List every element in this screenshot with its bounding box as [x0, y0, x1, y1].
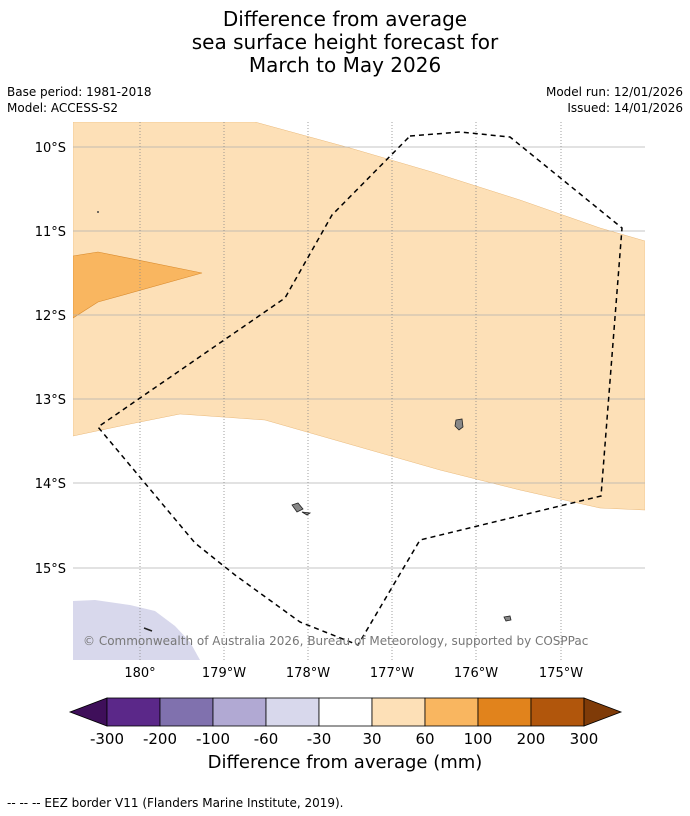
eez-legend-note: -- -- -- EEZ border V11 (Flanders Marine… — [7, 796, 344, 810]
meta-right: Model run: 12/01/2026 Issued: 14/01/2026 — [546, 84, 683, 116]
island-south — [143, 627, 153, 632]
colorbar-tick-label: -300 — [90, 730, 124, 748]
colorbar-segment — [424, 697, 479, 727]
attribution: © Commonwealth of Australia 2026, Bureau… — [83, 634, 588, 648]
model-name: Model: ACCESS-S2 — [7, 101, 119, 115]
lat-label: 10°S — [35, 141, 66, 156]
lon-label: 176°W — [454, 666, 498, 681]
lon-label: 177°W — [370, 666, 414, 681]
island-nukufetau-2 — [301, 511, 312, 516]
lat-label: 14°S — [35, 477, 66, 492]
map-area — [73, 122, 645, 660]
colorbar-segment — [530, 697, 585, 727]
lon-axis-labels: 180° 179°W 178°W 177°W 176°W 175°W — [124, 666, 583, 681]
base-period: Base period: 1981-2018 — [7, 85, 152, 99]
colorbar-tick-label: 60 — [415, 730, 434, 748]
chart-title: Difference from average sea surface heig… — [0, 8, 690, 77]
lat-label: 15°S — [35, 562, 66, 577]
colorbar: -300 -200 -100 -60 -30 30 60 100 200 300 — [68, 697, 623, 748]
colorbar-segment — [265, 697, 320, 727]
colorbar-extend-low — [68, 697, 108, 727]
lon-label: 179°W — [202, 666, 246, 681]
title-line-1: Difference from average — [222, 7, 468, 31]
lat-label: 11°S — [35, 225, 66, 240]
colorbar-tick-label: 100 — [464, 730, 493, 748]
colorbar-segment — [212, 697, 267, 727]
islands — [97, 211, 512, 632]
title-line-2: sea surface height forecast for — [191, 30, 499, 54]
lon-label: 175°W — [539, 666, 583, 681]
anomaly-region-30-60 — [73, 122, 645, 511]
island-east — [503, 615, 512, 622]
colorbar-title: Difference from average (mm) — [207, 752, 483, 773]
colorbar-segment — [106, 697, 161, 727]
colorbar-segment — [159, 697, 214, 727]
lat-label: 13°S — [35, 393, 66, 408]
colorbar-tick-label: 30 — [362, 730, 381, 748]
colorbar-segment — [318, 697, 373, 727]
anomaly-region-60-100 — [73, 251, 203, 319]
meta-left: Base period: 1981-2018 Model: ACCESS-S2 — [7, 84, 152, 116]
colorbar-tick-label: 300 — [570, 730, 599, 748]
lat-axis-labels: 10°S 11°S 12°S 13°S 14°S 15°S — [35, 141, 66, 577]
colorbar-extend-high — [583, 697, 623, 727]
model-run: Model run: 12/01/2026 — [545, 85, 683, 99]
colorbar-tick-label: -60 — [254, 730, 279, 748]
issued-date: Issued: 14/01/2026 — [567, 101, 683, 115]
map-figure: 10°S 11°S 12°S 13°S 14°S 15°S 180° 179°W… — [35, 122, 645, 748]
island-nukufetau-1 — [291, 502, 304, 513]
lon-label: 178°W — [286, 666, 330, 681]
lat-gridlines — [73, 146, 645, 569]
island-north — [97, 211, 99, 213]
colorbar-tick-label: -200 — [143, 730, 177, 748]
title-line-3: March to May 2026 — [248, 53, 442, 77]
colorbar-tick-label: 200 — [517, 730, 546, 748]
colorbar-tick-label: -100 — [196, 730, 230, 748]
colorbar-segment — [371, 697, 426, 727]
colorbar-tick-label: -30 — [307, 730, 332, 748]
lat-label: 12°S — [35, 309, 66, 324]
colorbar-segment — [477, 697, 532, 727]
island-nukulaelae — [454, 418, 464, 431]
anomaly-region-negative — [73, 600, 200, 660]
lon-label: 180° — [124, 666, 155, 681]
